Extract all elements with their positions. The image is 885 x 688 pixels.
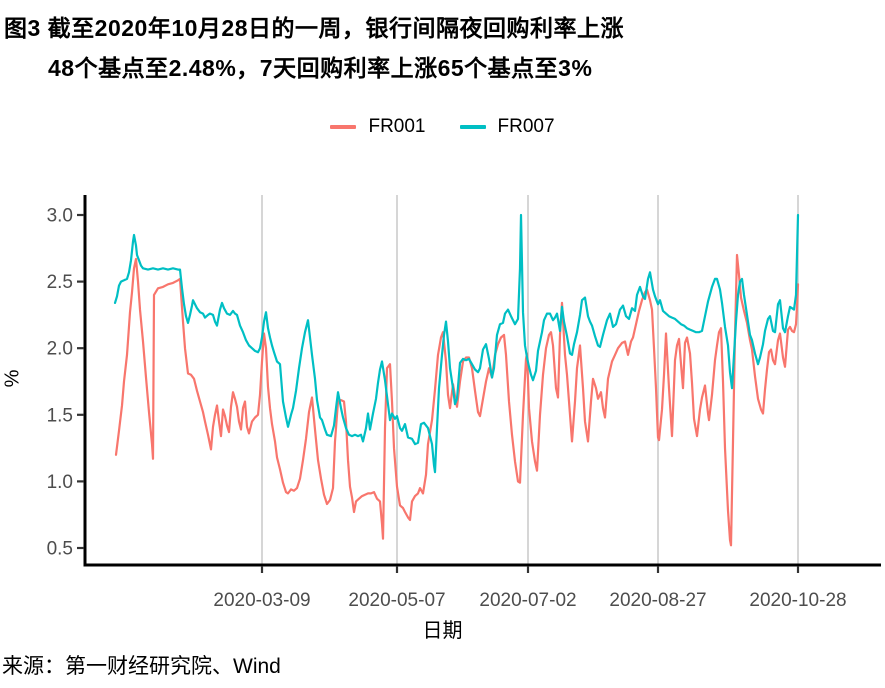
chart-legend: FR001 FR007	[0, 116, 885, 138]
source-note: 来源：第一财经研究院、Wind	[2, 655, 281, 678]
x-tick-label: 2020-07-02	[479, 590, 576, 611]
figure-title-line1: 图3 截至2020年10月28日的一周，银行间隔夜回购利率上涨	[4, 15, 625, 41]
legend-label-fr007: FR007	[497, 116, 555, 137]
y-tick-label: 2.5	[47, 272, 73, 293]
figure-title-line2: 48个基点至2.48%，7天回购利率上涨65个基点至3%	[48, 55, 593, 81]
y-tick-label: 2.0	[47, 339, 73, 360]
y-tick-label: 3.0	[47, 206, 73, 227]
legend-item-fr007: FR007	[459, 116, 555, 138]
x-tick-label: 2020-05-07	[348, 590, 445, 611]
legend-label-fr001: FR001	[368, 116, 426, 137]
x-tick-label: 2020-08-27	[609, 590, 706, 611]
y-tick-label: 1.0	[47, 472, 73, 493]
y-axis-title: %	[1, 369, 24, 388]
x-tick-label: 2020-03-09	[213, 590, 310, 611]
y-tick-label: 1.5	[47, 405, 73, 426]
figure-title: 图3 截至2020年10月28日的一周，银行间隔夜回购利率上涨 48个基点至2.…	[4, 8, 864, 88]
legend-item-fr001: FR001	[330, 116, 426, 138]
x-axis-title: 日期	[422, 620, 463, 642]
fr007-swatch-icon	[459, 125, 486, 129]
fr007-line	[113, 213, 800, 474]
fr001-swatch-icon	[330, 125, 357, 129]
x-tick-label: 2020-10-28	[749, 590, 846, 611]
y-tick-label: 0.5	[47, 539, 73, 560]
